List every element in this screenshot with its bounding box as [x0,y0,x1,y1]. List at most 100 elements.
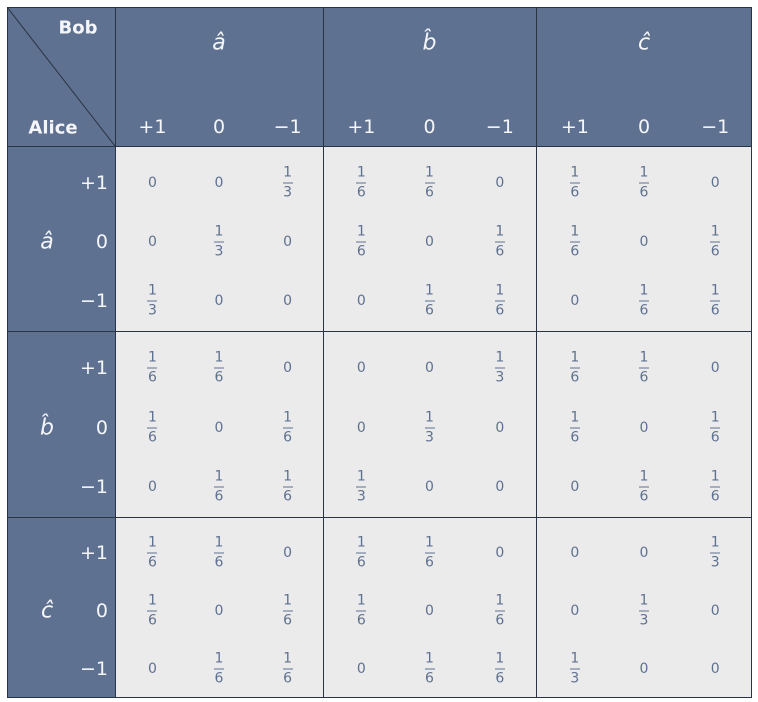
fraction-bar [639,300,649,302]
cell-value: 0 [710,661,720,678]
group-divider [115,7,116,698]
denominator: 3 [214,243,224,260]
row-group-label: â [40,229,54,255]
cell-value: 0 [570,603,580,620]
denominator: 6 [356,184,366,201]
numerator: 1 [283,409,293,426]
fraction-bar [569,241,580,243]
denominator: 6 [214,554,224,571]
numerator: 1 [495,650,505,667]
fraction-bar [356,182,367,184]
row-outcome: 0 [95,600,108,623]
numerator: 1 [710,409,720,426]
numerator: 1 [283,164,293,181]
fraction-bar [569,668,580,670]
cell-value: 0 [214,293,224,310]
numerator: 1 [356,164,366,181]
numerator: 1 [214,223,224,240]
denominator: 6 [147,369,157,386]
group-divider [7,331,752,332]
fraction-bar [424,300,435,302]
fraction-bar [147,300,158,302]
cell-value: 0 [283,293,293,310]
numerator: 1 [710,223,720,240]
numerator: 1 [214,534,224,551]
numerator: 1 [283,468,293,485]
cell-value: 0 [147,175,157,191]
numerator: 1 [495,282,505,299]
numerator: 1 [425,534,434,551]
numerator: 1 [356,223,366,240]
denominator: 6 [710,302,720,319]
fraction-bar [639,182,649,184]
denominator: 6 [570,429,580,446]
cell-value: 0 [283,545,293,562]
fraction-bar [494,668,505,670]
cell-value: 0 [147,234,157,251]
column-outcome: +1 [560,116,589,138]
denominator: 6 [147,429,157,446]
cell-value: 0 [710,360,720,377]
cell-value: 0 [356,419,366,436]
denominator: 6 [283,488,293,505]
numerator: 1 [147,282,157,299]
fraction-bar [424,182,435,184]
denominator: 6 [283,429,293,446]
denominator: 6 [710,429,720,446]
fraction-bar [494,610,505,612]
numerator: 1 [283,650,293,667]
fraction-bar [639,610,649,612]
numerator: 1 [147,534,157,551]
denominator: 6 [425,302,434,319]
fraction-bar [356,552,367,554]
fraction-bar [710,241,721,243]
column-group-label: â [212,30,226,56]
fraction-bar [282,668,293,670]
fraction-bar [569,367,580,369]
fraction-bar [494,300,505,302]
denominator: 6 [214,670,224,687]
cell-value: 0 [283,234,293,251]
column-outcome: +1 [347,116,376,138]
numerator: 1 [710,534,720,551]
row-outcome: −1 [79,476,108,499]
row-outcome: 0 [95,416,108,439]
column-outcome: 0 [423,116,436,138]
numerator: 1 [639,592,649,609]
denominator: 3 [425,429,434,446]
denominator: 6 [710,243,720,260]
denominator: 6 [147,612,157,629]
numerator: 1 [639,468,649,485]
row-group-label: b̂ [40,415,54,441]
denominator: 6 [639,184,649,201]
group-divider [323,7,324,698]
numerator: 1 [425,164,434,181]
group-divider [7,517,752,518]
header-band [115,7,752,146]
denominator: 6 [356,243,366,260]
row-outcome: −1 [79,290,108,313]
